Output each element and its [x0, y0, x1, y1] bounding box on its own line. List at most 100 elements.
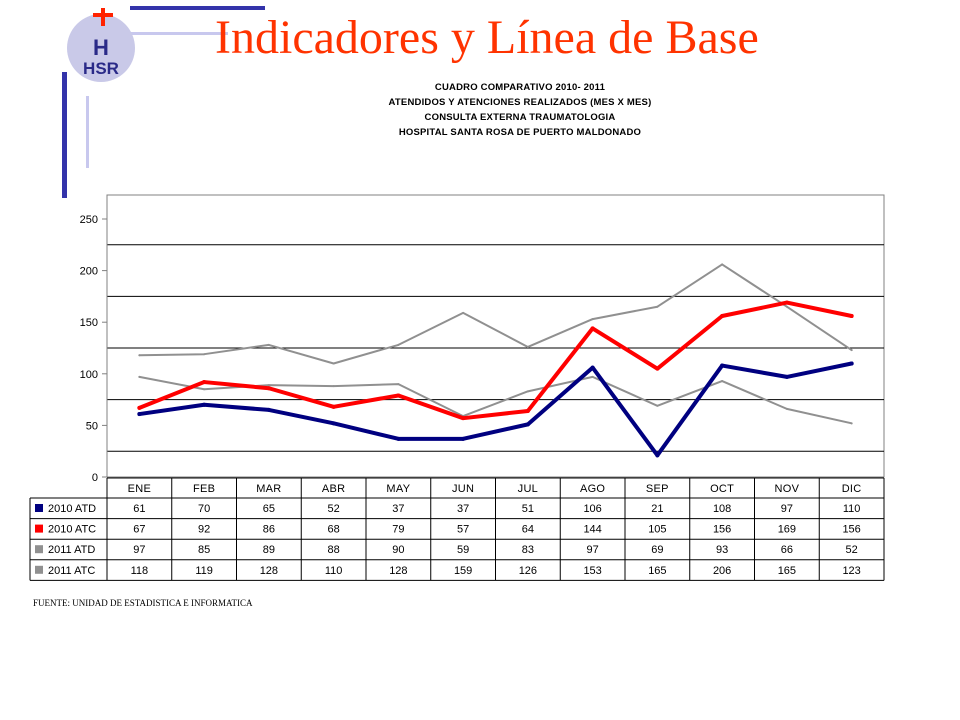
table-cell-value: 97	[133, 544, 145, 556]
legend-swatch	[35, 565, 43, 574]
category-label: NOV	[775, 483, 800, 495]
table-cell-value: 64	[522, 524, 534, 536]
subtitle-line-3: CONSULTA EXTERNA TRAUMATOLOGIA	[424, 112, 616, 123]
table-cell-value: 165	[648, 565, 666, 577]
legend-label: 2010 ATC	[48, 524, 96, 536]
subtitle-line-4: HOSPITAL SANTA ROSA DE PUERTO MALDONADO	[398, 127, 642, 138]
legend-swatch	[35, 504, 43, 512]
data-point	[331, 421, 336, 426]
table-cell-value: 156	[842, 524, 860, 536]
data-point	[202, 402, 207, 407]
category-label: AGO	[580, 483, 605, 495]
data-point	[331, 404, 336, 409]
table-cell-value: 57	[457, 524, 469, 536]
category-label: SEP	[646, 483, 669, 495]
category-label: MAY	[386, 483, 410, 495]
table-cell-value: 97	[781, 503, 793, 515]
table-cell-value: 69	[651, 544, 663, 556]
table-cell-value: 59	[457, 544, 469, 556]
table-cell-value: 70	[198, 503, 210, 515]
table-cell-value: 169	[778, 524, 796, 536]
data-point	[655, 366, 660, 371]
table-cell-value: 119	[195, 565, 213, 577]
data-point	[849, 314, 854, 319]
table-cell-value: 156	[713, 524, 731, 536]
table-cell-value: 67	[133, 524, 145, 536]
data-point	[397, 343, 400, 346]
data-point	[850, 349, 853, 352]
table-cell-value: 106	[583, 503, 601, 515]
table-cell-value: 159	[454, 565, 472, 577]
table-cell-value: 93	[716, 544, 728, 556]
data-point	[656, 305, 659, 308]
table-cell-value: 105	[648, 524, 666, 536]
series-line-4	[138, 263, 853, 365]
data-point	[590, 365, 595, 370]
decor-line-top-light	[98, 32, 228, 35]
category-label: FEB	[193, 483, 215, 495]
page-title: Indicadores y Línea de Base	[215, 11, 759, 64]
category-label: ABR	[322, 483, 346, 495]
data-point	[591, 375, 594, 378]
table-cell-value: 153	[583, 565, 601, 577]
data-point	[849, 361, 854, 366]
data-point	[397, 383, 400, 386]
data-point	[396, 393, 401, 398]
data-point	[721, 380, 724, 383]
data-point	[785, 305, 788, 308]
y-tick-label: 100	[80, 369, 98, 381]
chart-subtitles: CUADRO COMPARATIVO 2010- 2011 ATENDIDOS …	[320, 80, 720, 140]
hospital-logo: H HSR	[67, 8, 135, 82]
table-cell-value: 52	[328, 503, 340, 515]
table-cell-value: 128	[260, 565, 278, 577]
table-cell-value: 90	[392, 544, 404, 556]
category-label: OCT	[710, 483, 734, 495]
data-point	[266, 407, 271, 412]
category-label: DIC	[842, 483, 862, 495]
data-point	[655, 453, 660, 458]
data-point	[784, 374, 789, 379]
table-cell-value: 89	[263, 544, 275, 556]
legend-label: 2011 ATC	[48, 565, 95, 577]
data-point	[461, 416, 466, 421]
data-point	[720, 314, 725, 319]
table-cell-value: 83	[522, 544, 534, 556]
table-cell-value: 88	[328, 544, 340, 556]
data-point	[267, 384, 270, 387]
y-tick-label: 50	[86, 420, 98, 432]
plot-area	[106, 194, 885, 478]
decor-line-left-light	[86, 96, 89, 168]
data-point	[656, 404, 659, 407]
series-line-1	[137, 361, 854, 458]
subtitle-line-2: ATENDIDOS Y ATENCIONES REALIZADOS (MES X…	[388, 97, 652, 108]
data-point	[267, 343, 270, 346]
category-label: JUL	[518, 483, 538, 495]
data-point	[137, 412, 142, 417]
data-point	[138, 375, 141, 378]
logo-text: HSR	[83, 59, 119, 78]
data-point	[266, 386, 271, 391]
source-note: FUENTE: UNIDAD DE ESTADISTICA E INFORMAT…	[33, 598, 253, 608]
table-cell-value: 206	[713, 565, 731, 577]
table-cell-value: 51	[522, 503, 534, 515]
data-point	[202, 380, 207, 385]
y-tick-label: 250	[80, 214, 98, 226]
data-point	[137, 405, 142, 410]
table-cell-value: 21	[651, 503, 663, 515]
data-point	[720, 363, 725, 368]
y-tick-label: 150	[80, 317, 98, 329]
table-cell-value: 37	[457, 503, 469, 515]
table-cell-value: 86	[263, 524, 275, 536]
table-cell-value: 37	[392, 503, 404, 515]
data-point	[785, 407, 788, 410]
legend-swatch	[35, 524, 43, 533]
data-point	[138, 354, 141, 357]
legend-label: 2010 ATD	[48, 503, 96, 515]
table-cell-value: 52	[846, 544, 858, 556]
table-cell-value: 68	[328, 524, 340, 536]
table-cell-value: 97	[587, 544, 599, 556]
legend-label: 2011 ATD	[48, 544, 95, 556]
category-label: MAR	[256, 483, 281, 495]
data-point	[525, 408, 530, 413]
table-cell-value: 65	[263, 503, 275, 515]
